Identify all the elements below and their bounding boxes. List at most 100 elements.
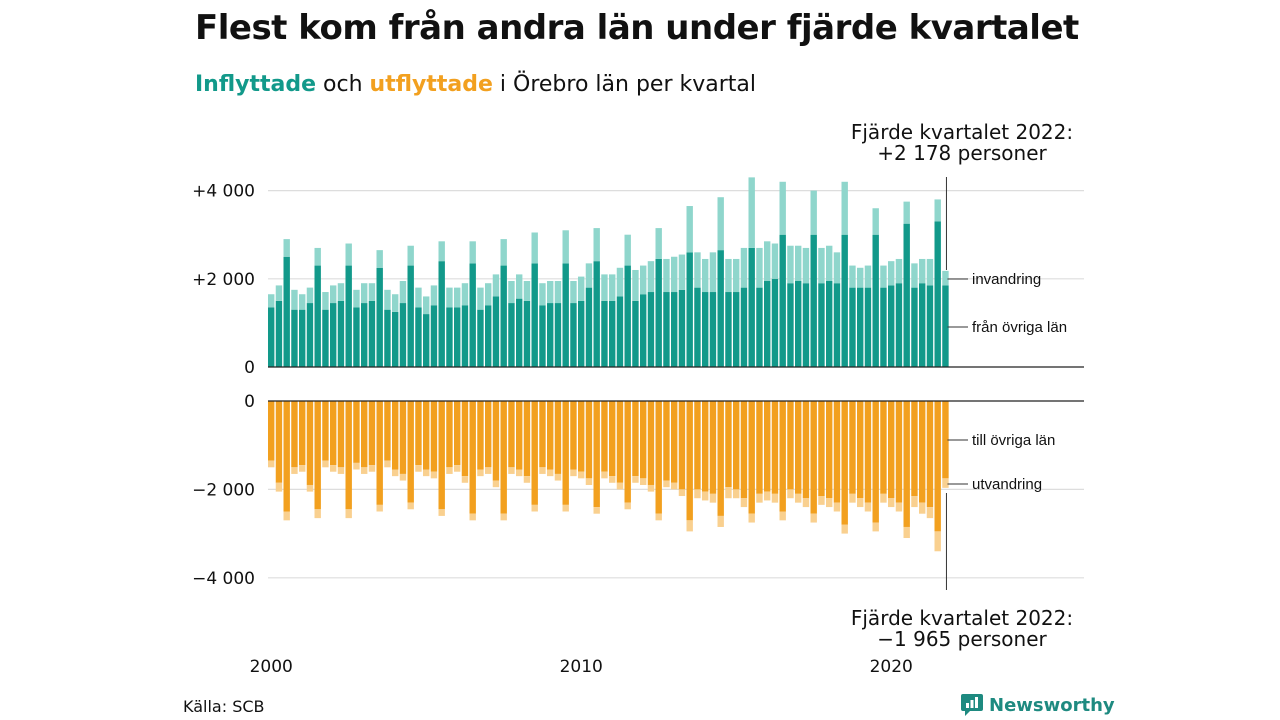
bar-fran-ovriga-lan	[523, 300, 531, 367]
bar-invandring	[539, 283, 546, 306]
bar-fran-ovriga-lan	[640, 294, 647, 367]
bar-utvandring	[802, 498, 810, 508]
bar-utvandring	[500, 513, 507, 521]
bar-fran-ovriga-lan	[291, 309, 298, 367]
bar-invandring	[725, 258, 732, 293]
bar-fran-ovriga-lan	[818, 283, 825, 367]
bar-till-ovriga-lan	[756, 401, 763, 494]
bar-utvandring	[291, 467, 298, 474]
bar-utvandring	[663, 480, 670, 488]
bar-invandring	[694, 252, 701, 288]
x-tick-label: 2000	[250, 657, 293, 677]
bar-invandring	[492, 274, 500, 297]
series-label-top: invandring	[972, 271, 1041, 288]
bar-till-ovriga-lan	[702, 401, 709, 492]
bar-fran-ovriga-lan	[314, 265, 321, 367]
bar-invandring	[888, 261, 895, 286]
bar-invandring	[392, 294, 399, 312]
bar-utvandring	[601, 471, 608, 479]
bar-fran-ovriga-lan	[384, 309, 391, 367]
bar-utvandring	[857, 498, 864, 508]
bar-fran-ovriga-lan	[299, 309, 306, 367]
bar-fran-ovriga-lan	[919, 283, 926, 367]
bar-fran-ovriga-lan	[430, 305, 438, 367]
bar-utvandring	[919, 502, 926, 514]
bar-till-ovriga-lan	[841, 401, 848, 525]
bar-fran-ovriga-lan	[864, 287, 872, 367]
bar-fran-ovriga-lan	[895, 283, 903, 367]
bar-fran-ovriga-lan	[570, 303, 577, 367]
bar-utvandring	[678, 489, 686, 497]
bar-invandring	[415, 287, 422, 308]
bar-invandring	[376, 250, 383, 268]
bar-fran-ovriga-lan	[500, 265, 507, 367]
bar-till-ovriga-lan	[554, 401, 562, 474]
bar-fran-ovriga-lan	[376, 267, 383, 367]
bar-invandring	[647, 261, 655, 293]
bar-till-ovriga-lan	[779, 401, 786, 512]
bar-fran-ovriga-lan	[740, 287, 748, 367]
bar-utvandring	[655, 513, 662, 521]
bar-till-ovriga-lan	[516, 401, 523, 470]
chart-subtitle: Inflyttade och utflyttade i Örebro län p…	[195, 72, 1095, 97]
bar-till-ovriga-lan	[872, 401, 879, 523]
bar-fran-ovriga-lan	[547, 303, 554, 367]
source-note: Källa: SCB	[183, 697, 265, 716]
bar-till-ovriga-lan	[810, 401, 817, 514]
bar-fran-ovriga-lan	[826, 281, 833, 367]
bar-till-ovriga-lan	[570, 401, 577, 470]
bar-till-ovriga-lan	[601, 401, 608, 472]
bar-fran-ovriga-lan	[415, 307, 422, 367]
bar-fran-ovriga-lan	[764, 281, 771, 367]
bar-fran-ovriga-lan	[485, 305, 492, 367]
bar-till-ovriga-lan	[640, 401, 647, 479]
bar-utvandring	[833, 502, 841, 512]
bar-fran-ovriga-lan	[795, 281, 802, 367]
bar-till-ovriga-lan	[826, 401, 833, 499]
bar-invandring	[733, 258, 740, 293]
bar-utvandring	[702, 491, 709, 501]
bar-till-ovriga-lan	[361, 401, 368, 468]
bar-fran-ovriga-lan	[454, 307, 461, 367]
bar-till-ovriga-lan	[919, 401, 926, 503]
bar-utvandring	[694, 489, 701, 499]
bar-invandring	[911, 263, 918, 288]
bar-utvandring	[593, 507, 600, 514]
bar-utvandring	[415, 465, 422, 472]
bar-fran-ovriga-lan	[368, 300, 376, 367]
bar-till-ovriga-lan	[888, 401, 895, 499]
bar-fran-ovriga-lan	[671, 292, 678, 367]
series-label-bottom: till övriga län	[972, 432, 1055, 449]
bar-till-ovriga-lan	[709, 401, 717, 494]
bar-fran-ovriga-lan	[725, 292, 732, 367]
bar-till-ovriga-lan	[748, 401, 755, 514]
bar-till-ovriga-lan	[671, 401, 678, 483]
bar-invandring	[516, 274, 523, 299]
bar-utvandring	[771, 493, 779, 503]
bar-invandring	[337, 283, 345, 301]
bar-invandring	[430, 285, 438, 306]
bar-till-ovriga-lan	[764, 401, 771, 492]
bar-invandring	[368, 283, 376, 301]
bar-till-ovriga-lan	[330, 401, 337, 466]
bar-fran-ovriga-lan	[609, 300, 616, 367]
bar-utvandring	[764, 491, 771, 501]
bar-till-ovriga-lan	[733, 401, 740, 490]
bar-till-ovriga-lan	[795, 401, 802, 494]
bar-till-ovriga-lan	[368, 401, 376, 466]
bar-till-ovriga-lan	[911, 401, 918, 497]
newsworthy-logo-icon	[961, 694, 983, 716]
bar-utvandring	[570, 469, 577, 477]
bar-invandring	[624, 234, 631, 266]
bar-fran-ovriga-lan	[934, 221, 941, 367]
bar-utvandring	[508, 467, 515, 474]
bar-invandring	[268, 294, 275, 308]
subtitle-utflyttade: utflyttade	[369, 72, 493, 97]
bar-invandring	[384, 289, 391, 310]
bar-till-ovriga-lan	[833, 401, 841, 503]
bar-till-ovriga-lan	[725, 401, 732, 488]
bar-till-ovriga-lan	[508, 401, 515, 468]
bar-invandring	[640, 265, 647, 295]
bar-fran-ovriga-lan	[578, 300, 585, 367]
bar-till-ovriga-lan	[531, 401, 538, 505]
